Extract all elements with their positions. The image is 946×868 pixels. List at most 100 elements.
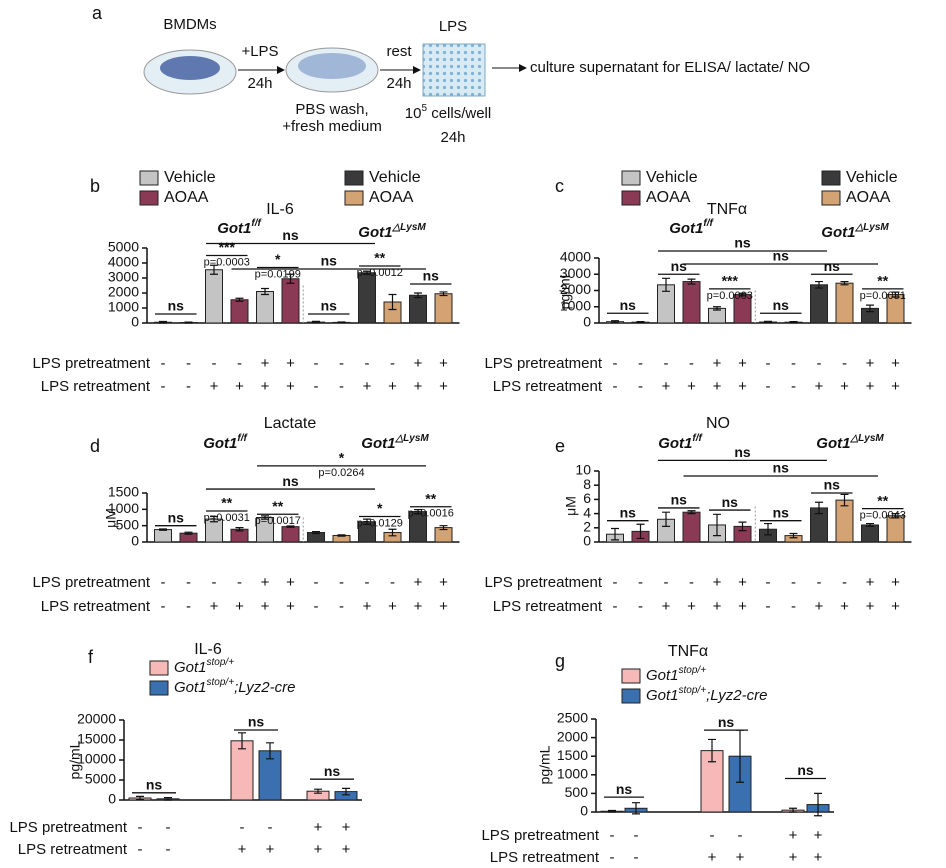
row-sign: - <box>237 574 242 591</box>
row-sign: + <box>866 355 875 372</box>
error-bar <box>337 321 346 324</box>
error-bar <box>439 291 448 297</box>
row-sign: + <box>286 355 295 372</box>
row-sign: + <box>314 841 323 858</box>
y-tick-label: 5000 <box>108 239 139 255</box>
significance-label: ns <box>616 781 633 797</box>
error-bar <box>789 532 798 539</box>
y-tick-label: 4000 <box>560 249 591 265</box>
sup: f/f <box>237 433 248 444</box>
row-sign: + <box>866 598 875 615</box>
row-label: LPS retreatment <box>490 849 600 866</box>
row-sign: + <box>286 378 295 395</box>
significance-label: ns <box>824 477 841 493</box>
text: Got1 <box>174 659 207 676</box>
row-sign: - <box>766 574 771 591</box>
sup: stop/+ <box>679 685 707 696</box>
panel-letter: d <box>90 436 100 456</box>
row-sign: - <box>689 355 694 372</box>
legend-swatch <box>344 190 364 206</box>
significance-label: ns <box>423 268 440 284</box>
p-value: p=0.0003 <box>204 256 250 268</box>
significance-label: ** <box>425 490 436 506</box>
y-tick-label: 1500 <box>108 484 139 500</box>
arrow-label: +LPS <box>241 43 278 60</box>
error-bar <box>363 518 371 525</box>
error-bar <box>337 534 346 537</box>
row-sign: - <box>710 827 715 844</box>
error-bar <box>608 809 616 813</box>
row-sign: + <box>738 574 747 591</box>
row-sign: + <box>687 598 696 615</box>
error-bar <box>261 515 269 520</box>
error-bar <box>632 802 640 815</box>
significance-label: ** <box>272 498 283 514</box>
row-sign: + <box>789 827 798 844</box>
plate-title: LPS <box>439 18 467 35</box>
cells <box>298 53 366 79</box>
row-sign: + <box>210 598 219 615</box>
sup: f/f <box>692 433 703 444</box>
panel-letter: g <box>555 651 565 671</box>
row-sign: + <box>814 849 823 866</box>
panel-letter: c <box>555 176 564 196</box>
row-sign: - <box>610 849 615 866</box>
error-bar <box>235 527 244 532</box>
legend-swatch <box>821 190 841 206</box>
legend-swatch <box>139 170 159 186</box>
significance-label: ns <box>146 777 163 793</box>
p-value: p=0.0016 <box>408 508 454 520</box>
row-sign: + <box>286 598 295 615</box>
row-sign: - <box>166 841 171 858</box>
row-sign: + <box>238 841 247 858</box>
y-tick-label: 0 <box>108 791 116 807</box>
dish-label: BMDMs <box>163 16 216 33</box>
row-sign: - <box>738 827 743 844</box>
significance-label: ** <box>877 492 888 508</box>
p-value: p=0.0199 <box>255 268 301 280</box>
chart-title: IL-6 <box>194 641 222 658</box>
row-sign: + <box>363 378 372 395</box>
bar <box>358 272 376 324</box>
row-sign: - <box>638 355 643 372</box>
significance-label: ns <box>321 253 338 269</box>
legend-swatch <box>149 660 169 676</box>
p-value: p=0.0012 <box>357 267 403 279</box>
row-label: LPS pretreatment <box>484 355 602 372</box>
label: Got1stop/+;Lyz2-cre <box>646 685 767 704</box>
sup: stop/+ <box>679 665 707 676</box>
error-bar <box>210 264 218 275</box>
row-sign: + <box>738 355 747 372</box>
row-sign: + <box>314 819 323 836</box>
panel-letter: f <box>88 647 94 667</box>
error-bar <box>286 525 295 528</box>
bar <box>835 282 854 324</box>
significance-label: ns <box>824 258 841 274</box>
label: Got1f/f <box>658 433 703 452</box>
label: Got1stop/+;Lyz2-cre <box>174 677 295 696</box>
y-tick-label: 10 <box>575 462 591 478</box>
arrow-label: 24h <box>386 75 411 92</box>
y-tick-label: 0 <box>131 533 139 549</box>
row-sign: + <box>713 355 722 372</box>
y-axis-label: pg/mL <box>67 740 83 779</box>
error-bar <box>261 287 269 296</box>
significance-label: ns <box>734 235 751 251</box>
label: Vehicle <box>369 169 421 186</box>
row-sign: + <box>414 598 423 615</box>
row-sign: - <box>638 378 643 395</box>
error-bar <box>764 320 772 324</box>
row-sign: + <box>891 355 900 372</box>
error-bar <box>414 292 422 299</box>
significance-label: ns <box>797 762 814 778</box>
bar <box>281 526 300 543</box>
label: Got1△LysM <box>821 222 889 241</box>
error-bar <box>159 528 167 531</box>
row-sign: - <box>610 827 615 844</box>
row-sign: - <box>161 355 166 372</box>
label: Vehicle <box>846 169 898 186</box>
significance-label: *** <box>219 239 236 255</box>
row-sign: - <box>664 574 669 591</box>
error-bar <box>314 788 322 794</box>
y-tick-label: 3000 <box>560 265 591 281</box>
